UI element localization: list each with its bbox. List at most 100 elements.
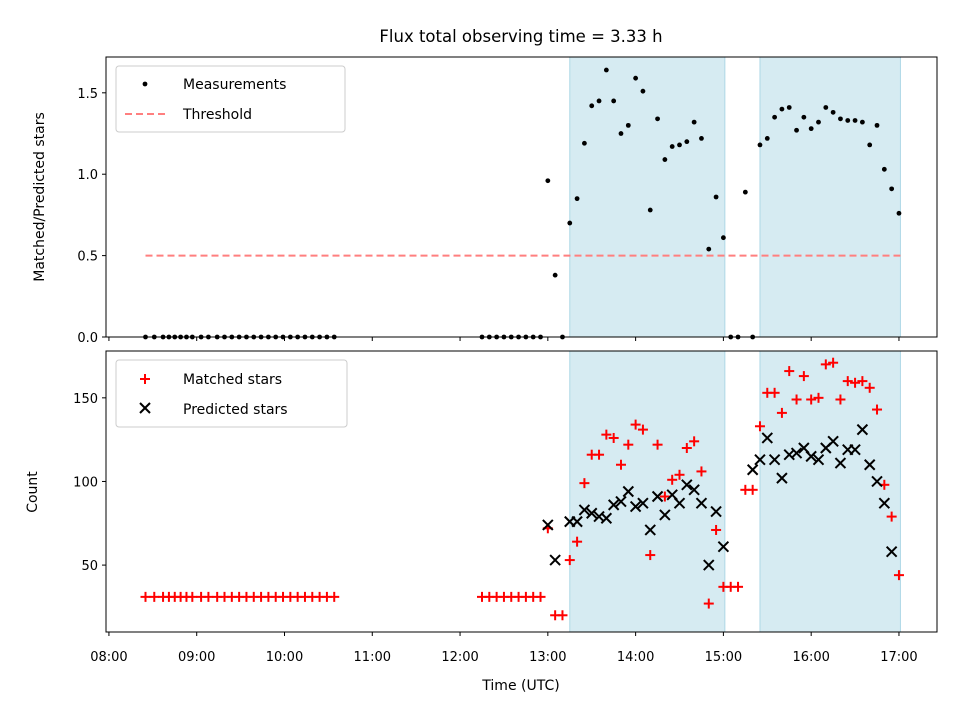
predicted-point — [578, 504, 591, 516]
predicted-point — [644, 524, 656, 536]
matched-point — [813, 392, 824, 403]
predicted-point — [849, 443, 861, 456]
matched-point — [681, 443, 692, 454]
predicted-point — [549, 554, 561, 566]
observing-window — [569, 56, 726, 338]
measurement-point — [823, 105, 829, 110]
measurement-point — [838, 116, 843, 122]
measurement-point — [545, 178, 551, 184]
matched-point — [886, 511, 897, 522]
predicted-point — [754, 454, 766, 466]
y-tick-label: 0.0 — [77, 331, 98, 346]
x-tick-label: 08:00 — [90, 650, 127, 665]
measurement-point — [662, 157, 668, 162]
measurement-point — [633, 75, 639, 81]
predicted-point — [856, 423, 869, 436]
measurement-point — [896, 210, 902, 216]
predicted-point — [673, 497, 686, 509]
predicted-point — [863, 459, 876, 471]
threshold-legend-label: Threshold — [182, 107, 252, 123]
matched-point — [696, 466, 707, 477]
matched-point — [857, 376, 868, 387]
measurement-point — [589, 103, 595, 109]
matched-point — [806, 394, 817, 405]
ratio-panel-frame — [105, 56, 938, 338]
matched-point — [615, 459, 626, 470]
matched-point — [601, 429, 612, 440]
matched-point — [572, 536, 583, 547]
matched-point — [776, 407, 787, 418]
x-tick-label: 17:00 — [880, 650, 917, 665]
predicted-point — [776, 472, 788, 484]
predicted-point — [695, 497, 708, 509]
count-y-axis-label: Count — [25, 471, 41, 513]
measurement-point — [881, 166, 887, 172]
matched-point — [784, 366, 795, 377]
matched-point — [623, 439, 634, 450]
predicted-point — [703, 559, 715, 571]
count-points — [140, 357, 904, 621]
predicted-point — [651, 490, 664, 503]
predicted-point — [885, 546, 898, 558]
matched-point — [791, 394, 802, 405]
measurement-point — [845, 118, 851, 123]
measurement-point — [772, 114, 778, 120]
matched-point — [864, 382, 875, 393]
measurement-point — [852, 118, 858, 123]
matched-point — [747, 484, 758, 495]
measurement-point — [757, 142, 763, 148]
matched-point — [637, 424, 648, 435]
count-legend: Matched stars Predicted stars — [115, 359, 348, 428]
matched-point — [754, 421, 765, 432]
measurement-point — [874, 122, 880, 128]
predicted-point — [637, 497, 649, 509]
predicted-point — [746, 464, 759, 476]
measurement-point — [830, 109, 836, 115]
matched-point — [630, 419, 641, 430]
chart-title: Flux total observing time = 3.33 h — [379, 27, 662, 46]
predicted-point — [600, 512, 613, 524]
ratio-y-axis-label: Matched/Predicted stars — [32, 112, 48, 282]
measurement-point — [640, 88, 646, 94]
matched-point — [674, 469, 685, 480]
observing-window-shading — [569, 56, 901, 338]
matched-point — [140, 591, 151, 602]
matched-point — [872, 404, 883, 415]
measurement-point — [618, 131, 624, 136]
matched-point — [564, 555, 575, 566]
x-tick-label: 15:00 — [705, 650, 742, 665]
matched-point — [203, 591, 214, 602]
measurement-point — [808, 126, 814, 132]
observing-window — [759, 56, 901, 338]
predicted-point — [622, 485, 635, 498]
y-tick-label: 0.5 — [77, 250, 98, 265]
x-tick-label: 14:00 — [617, 650, 654, 665]
predicted-point — [681, 479, 693, 491]
matched-point — [659, 491, 670, 502]
ratio-panel: 0.0 0.5 1.0 1.5 Matched/Predicted stars Mea… — [32, 56, 938, 346]
measurement-point — [552, 272, 558, 278]
count-x-ticks: 08:00 09:00 10:00 11:00 12:00 13:00 14:00 15:00… — [90, 632, 918, 665]
x-axis-label: Time (UTC) — [481, 678, 559, 694]
matched-point — [835, 394, 846, 405]
measurements-legend-label: Measurements — [183, 77, 286, 93]
predicted-legend-label: Predicted stars — [183, 402, 288, 418]
measurement-point — [699, 135, 704, 141]
measurement-point — [867, 142, 873, 148]
matched-point — [689, 436, 700, 447]
matched-point — [798, 371, 809, 382]
measurement-point — [669, 144, 675, 149]
matched-point — [667, 474, 678, 485]
measurement-point — [691, 119, 697, 125]
ratio-legend-box — [115, 65, 346, 133]
predicted-point — [827, 435, 839, 448]
count-panel-frame — [105, 350, 938, 633]
measurement-point — [596, 98, 602, 104]
matched-point — [769, 387, 780, 398]
measurement-point — [779, 106, 785, 112]
measurement-point — [742, 189, 748, 195]
matched-point — [850, 377, 861, 388]
measurement-point — [801, 114, 807, 120]
measurements-legend-marker — [142, 81, 148, 87]
y-tick-label: 100 — [73, 475, 98, 490]
